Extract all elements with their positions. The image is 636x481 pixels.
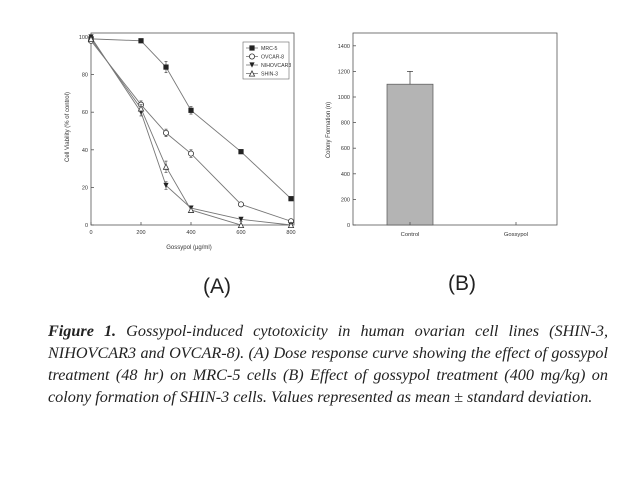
data-point bbox=[137, 104, 145, 112]
panel-a-y-ticks: 0 20 40 60 80 100 bbox=[79, 35, 94, 229]
x-tick-label: Gossypol bbox=[504, 232, 528, 238]
x-tick-label: 200 bbox=[136, 230, 145, 236]
data-point bbox=[237, 221, 245, 229]
y-tick-label: 800 bbox=[341, 121, 350, 127]
panel-b-label: (B) bbox=[448, 272, 476, 295]
chart-panel-b: 0 200 400 600 800 1000 1200 1400 Control Gossypo… bbox=[326, 32, 558, 295]
y-tick-label: 0 bbox=[347, 223, 350, 229]
data-point bbox=[238, 149, 244, 155]
x-tick-label: 400 bbox=[186, 230, 195, 236]
y-tick-label: 80 bbox=[82, 73, 88, 79]
chart-panel-a: 0 20 40 60 80 100 0 200 400 600 800 MRC-5 OVCAR-8 N… bbox=[65, 32, 296, 298]
data-point bbox=[287, 221, 295, 229]
data-point bbox=[187, 206, 195, 213]
y-tick-label: 1000 bbox=[338, 95, 350, 101]
figure-caption: Figure 1. Gossypol-induced cytotoxicity … bbox=[48, 320, 608, 408]
data-point bbox=[163, 182, 169, 189]
panel-b-y-ticks: 0 200 400 600 800 1000 1200 1400 bbox=[338, 44, 356, 229]
series-shin-3 bbox=[87, 35, 295, 229]
y-tick-label: 400 bbox=[341, 172, 350, 178]
panel-b-plot-frame bbox=[352, 32, 558, 226]
panel-b-bars bbox=[386, 71, 434, 226]
panel-a-axes bbox=[90, 32, 295, 226]
panel-a-series bbox=[87, 34, 295, 229]
panel-a-label: (A) bbox=[203, 275, 231, 298]
data-point bbox=[163, 64, 169, 70]
data-point bbox=[187, 150, 194, 157]
legend-entry: SHIN-3 bbox=[261, 72, 278, 78]
data-point bbox=[248, 53, 255, 60]
series-line bbox=[90, 38, 291, 226]
series-line bbox=[90, 36, 292, 226]
data-point bbox=[162, 163, 170, 170]
panel-b-x-ticks: Control Gossypol bbox=[401, 222, 528, 238]
panel-a-plot-frame bbox=[90, 32, 295, 226]
data-point bbox=[188, 107, 194, 113]
data-point bbox=[238, 216, 244, 222]
data-point bbox=[288, 196, 294, 202]
figure-caption-text: Gossypol-induced cytotoxicity in human o… bbox=[48, 322, 608, 406]
y-tick-label: 600 bbox=[341, 146, 350, 152]
legend-entry: OVCAR-8 bbox=[261, 55, 284, 61]
y-tick-label: 0 bbox=[85, 223, 88, 229]
data-point bbox=[162, 129, 169, 136]
panel-b-axes bbox=[352, 32, 558, 226]
y-tick-label: 100 bbox=[79, 35, 88, 41]
y-tick-label: 20 bbox=[82, 185, 88, 191]
y-tick-label: 40 bbox=[82, 148, 88, 154]
data-point bbox=[138, 38, 144, 44]
series-line bbox=[90, 38, 292, 200]
data-point bbox=[249, 62, 255, 68]
bar-control bbox=[386, 83, 434, 226]
legend-entry: MRC-5 bbox=[261, 46, 278, 52]
panel-a-x-ticks: 0 200 400 600 800 bbox=[89, 222, 296, 236]
x-tick-label: 600 bbox=[236, 230, 245, 236]
legend-entry: NIHOVCAR3 bbox=[261, 63, 291, 69]
y-tick-label: 200 bbox=[341, 197, 350, 203]
figure-caption-label: Figure 1. bbox=[48, 322, 117, 340]
panel-a-x-axis-label: Gossypol (µg/ml) bbox=[166, 245, 211, 251]
x-tick-label: 800 bbox=[286, 230, 295, 236]
series-line bbox=[90, 40, 292, 222]
panel-a-legend: MRC-5 OVCAR-8 NIHOVCAR3 SHIN-3 bbox=[242, 41, 291, 80]
data-point bbox=[87, 35, 95, 42]
x-tick-label: Control bbox=[401, 232, 420, 238]
data-point bbox=[249, 45, 255, 51]
data-point bbox=[237, 201, 244, 208]
x-tick-label: 0 bbox=[89, 230, 92, 236]
panel-a-y-axis-label: Cell Viability (% of control) bbox=[65, 92, 71, 162]
panel-b-y-axis-label: Colony Formation (n) bbox=[326, 102, 332, 158]
data-point bbox=[248, 70, 256, 77]
y-tick-label: 60 bbox=[82, 110, 88, 116]
y-tick-label: 1400 bbox=[338, 44, 350, 50]
y-tick-label: 1200 bbox=[338, 69, 350, 75]
